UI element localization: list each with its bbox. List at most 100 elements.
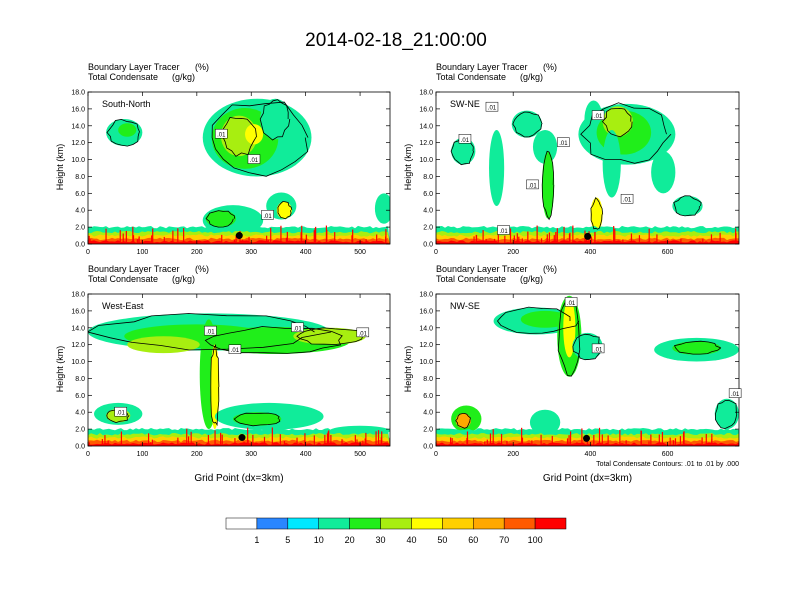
panel-label: South-North [102, 99, 151, 109]
contour-line [106, 118, 141, 147]
panel-header-tracer-unit: (%) [543, 264, 557, 274]
tracer-spike [186, 428, 188, 446]
y-tick-label: 0.0 [75, 242, 85, 249]
tracer-spike [304, 433, 306, 446]
panel-header-tracer: Boundary Layer Tracer [88, 264, 180, 274]
tracer-spike [513, 235, 515, 244]
location-marker [238, 434, 246, 442]
tracer-spike [263, 436, 266, 446]
tracer-spike [711, 438, 713, 446]
tracer-spike [326, 229, 328, 244]
contour-line [259, 99, 291, 141]
contour-label-box [356, 327, 370, 338]
tracer-spike [619, 430, 621, 446]
panel-header-condensate-unit: (g/kg) [172, 72, 196, 82]
contour-line [88, 313, 332, 351]
tracer-spike [521, 238, 523, 244]
contour-line [210, 343, 220, 427]
tracer-spike [466, 437, 468, 446]
tracer-region [455, 413, 471, 429]
tracer-spike [119, 230, 121, 244]
tracer-spike [285, 237, 287, 244]
tracer-region [563, 298, 576, 358]
contour-line [211, 101, 309, 177]
tracer-spike [506, 440, 508, 446]
contour-label-box [557, 137, 570, 147]
contour-label: .01 [250, 158, 259, 164]
tracer-spike [136, 239, 138, 244]
contour-line [572, 333, 603, 361]
tracer-spike [648, 441, 650, 446]
tracer-region [542, 151, 555, 219]
tracer-spike [362, 440, 364, 446]
tracer-spike [702, 238, 704, 244]
tracer-spike [669, 437, 671, 446]
contour-label-box [247, 154, 261, 164]
tracer-spike [313, 230, 315, 244]
tracer-spike [482, 230, 484, 244]
y-tick-label: 18.0 [419, 90, 433, 97]
tracer-spike [540, 238, 543, 244]
heatmap-field [88, 294, 390, 446]
tracer-region [276, 201, 292, 219]
tracer-spike [590, 236, 593, 244]
y-tick-label: 18.0 [71, 90, 85, 97]
contour-label-box [620, 193, 634, 204]
tracer-region [293, 327, 366, 345]
y-tick-label: 8.0 [75, 376, 85, 383]
boundary-layer-band [436, 240, 739, 244]
tracer-spike [569, 431, 572, 446]
y-tick-label: 14.0 [71, 123, 85, 130]
tracer-spike [566, 438, 569, 446]
colorbar-swatch [534, 517, 567, 530]
y-tick-label: 6.0 [75, 393, 85, 400]
y-tick-label: 0.0 [423, 444, 433, 451]
tracer-region [672, 341, 721, 355]
tracer-spike [680, 238, 682, 244]
tracer-spike [328, 430, 330, 446]
tracer-spike [650, 434, 652, 446]
tracer-spike [107, 440, 109, 446]
contour-label: .01 [528, 183, 537, 189]
panel-label: NW-SE [450, 301, 480, 311]
contour-line [455, 412, 471, 429]
tracer-spike [341, 439, 343, 446]
contour-label: .01 [594, 114, 603, 120]
contour-label: .01 [461, 138, 470, 144]
tracer-spike [563, 226, 565, 244]
tracer-spike [536, 225, 538, 244]
tracer-spike [141, 239, 143, 244]
colorbar-swatch [225, 517, 258, 530]
tracer-spike [286, 231, 288, 244]
x-tick-label: 200 [507, 249, 519, 256]
heatmap-field [88, 92, 390, 244]
y-axis-label: Height (km) [403, 143, 413, 191]
tracer-spike [473, 236, 475, 244]
tracer-spike [638, 235, 641, 244]
panel-header-tracer: Boundary Layer Tracer [436, 264, 528, 274]
tracer-spike [551, 435, 553, 446]
x-tick-label: 600 [662, 451, 674, 458]
y-tick-label: 6.0 [75, 191, 85, 198]
tracer-spike [356, 439, 358, 446]
tracer-spike [221, 234, 223, 244]
tracer-spike [313, 435, 315, 446]
tracer-spike [521, 427, 523, 446]
x-tick-label: 300 [245, 249, 257, 256]
tracer-spike [152, 228, 154, 244]
tracer-spike [326, 433, 329, 446]
colorbar-label: 60 [468, 535, 478, 545]
y-tick-label: 18.0 [71, 292, 85, 299]
tracer-spike [330, 434, 332, 446]
colorbar-label: 5 [285, 535, 290, 545]
tracer-spike [221, 434, 223, 446]
tracer-spike [385, 236, 387, 244]
tracer-spike [233, 239, 236, 244]
tracer-spike [375, 431, 377, 446]
tracer-spike [489, 433, 492, 446]
tracer-spike [364, 438, 366, 446]
plot-frame [435, 91, 740, 245]
contour-line [233, 412, 281, 427]
tracer-region [374, 193, 390, 224]
tracer-spike [151, 235, 153, 244]
